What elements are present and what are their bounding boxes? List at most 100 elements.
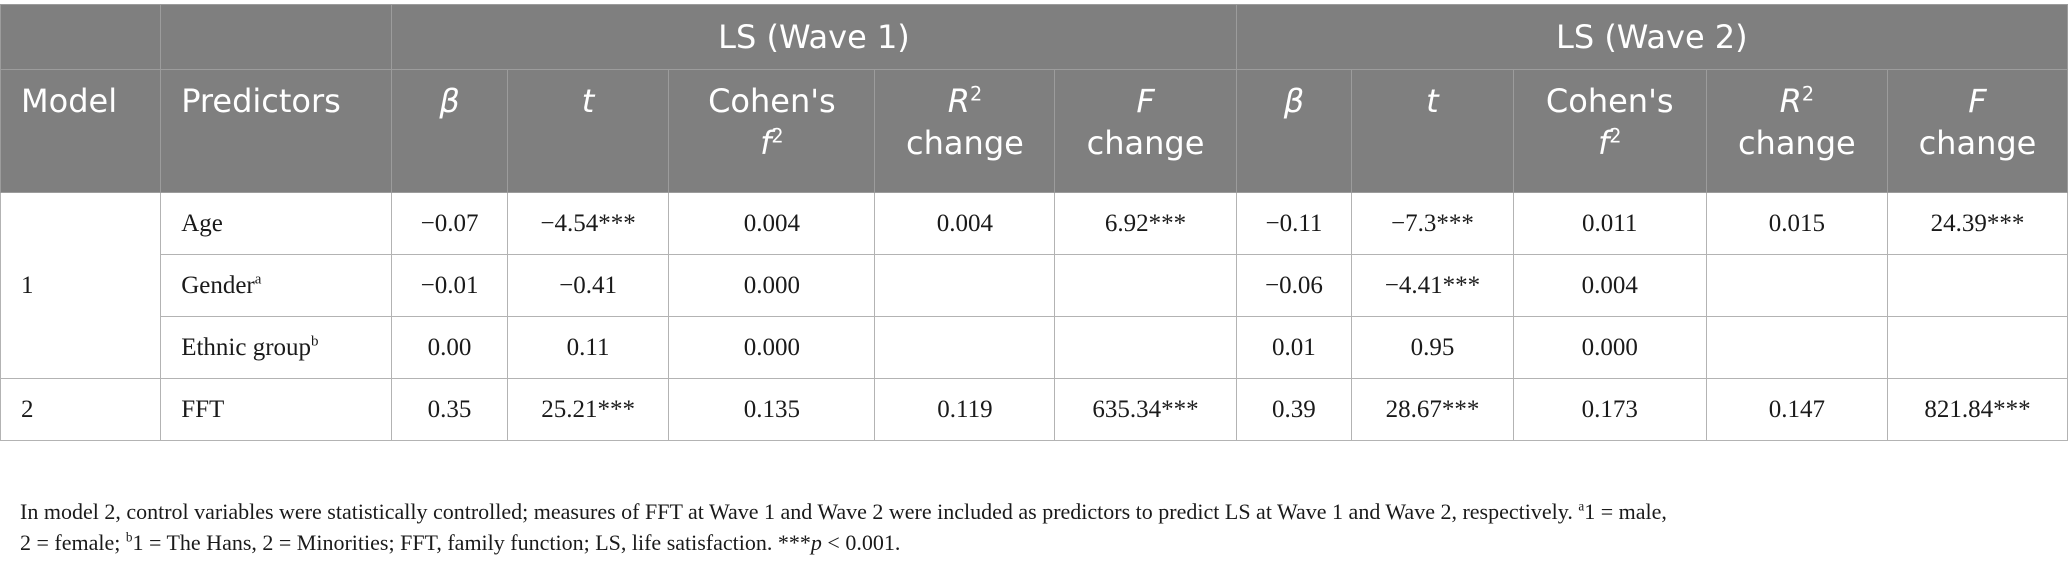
cell-model: 2	[0, 378, 162, 441]
cell-t-w1: 25.21***	[506, 378, 670, 441]
column-header-row: Model Predictors β t Cohen's f2 R2 chang…	[0, 69, 2068, 193]
footnote-line-1: In model 2, control variables were stati…	[20, 496, 2048, 527]
cell-F-w2	[1886, 316, 2068, 379]
cell-predictor: Ethnic groupb	[160, 316, 393, 379]
cell-t-w2: −7.3***	[1351, 192, 1514, 255]
table-footnote: In model 2, control variables were stati…	[20, 496, 2048, 558]
cell-r2-w2: 0.015	[1705, 192, 1888, 255]
predictor-name: Gender	[181, 271, 255, 299]
header-f-w2: F change	[1886, 69, 2068, 193]
header-blank-model	[0, 4, 162, 70]
cell-r2-w1: 0.119	[874, 378, 1056, 441]
cell-F-w1: 6.92***	[1054, 192, 1237, 255]
header-f-w1: F change	[1054, 69, 1237, 193]
header-r-sup: 2	[969, 82, 983, 106]
header-r2-w2: R2 change	[1705, 69, 1888, 193]
cell-beta-w1: −0.01	[391, 254, 508, 317]
cell-F-w2	[1886, 254, 2068, 317]
group-header-wave2: LS (Wave 2)	[1235, 4, 2068, 70]
cell-predictor: Age	[160, 192, 393, 255]
header-cohens-f: f	[1597, 124, 1610, 162]
header-f-change: change	[1086, 124, 1205, 162]
header-r: R	[1779, 82, 1802, 120]
cell-r2-w1: 0.004	[874, 192, 1056, 255]
cell-F-w2: 24.39***	[1886, 192, 2068, 255]
group-header-row: LS (Wave 1) LS (Wave 2)	[0, 4, 2068, 70]
cell-r2-w1	[874, 254, 1056, 317]
cell-f2-w1: 0.000	[668, 316, 876, 379]
footnote-marker-a: a	[1578, 498, 1585, 514]
predictor-name: Ethnic group	[181, 333, 312, 361]
cell-F-w2: 821.84***	[1886, 378, 2068, 441]
table-row: 1 Age −0.07 −4.54*** 0.004 0.004 6.92***…	[0, 192, 2068, 379]
header-predictors: Predictors	[160, 69, 393, 193]
footnote-marker-b: b	[125, 529, 133, 545]
header-r-change: change	[906, 124, 1024, 162]
cell-f2-w2: 0.011	[1512, 192, 1707, 255]
header-model: Model	[0, 69, 162, 193]
footnote-text: 1 = The Hans, 2 = Minorities; FFT, famil…	[132, 530, 811, 555]
footnote-text: 1 = male,	[1584, 499, 1667, 524]
cell-r2-w1	[874, 316, 1056, 379]
cell-f2-w2: 0.004	[1512, 254, 1707, 317]
table-row: Ethnic groupb 0.00 0.11 0.000 0.01 0.95 …	[1, 316, 2068, 379]
cell-r2-w2: 0.147	[1705, 378, 1888, 441]
cell-f2-w1: 0.000	[668, 254, 876, 317]
cell-model: 1	[0, 192, 162, 379]
footnote-text: 2 = female;	[20, 530, 126, 555]
header-cohens-w1: Cohen's f2	[668, 69, 876, 193]
cell-t-w2: 28.67***	[1351, 378, 1514, 441]
header-beta-w2: β	[1235, 69, 1353, 193]
cell-t-w1: 0.11	[506, 316, 670, 379]
cell-t-w2: 0.95	[1351, 316, 1514, 379]
cell-beta-w1: 0.00	[391, 316, 508, 379]
cell-predictor: FFT	[160, 378, 393, 441]
footnote-line-2: 2 = female; b1 = The Hans, 2 = Minoritie…	[20, 527, 2048, 558]
cell-beta-w2: −0.06	[1235, 254, 1353, 317]
header-cohens-sup: 2	[1609, 124, 1622, 148]
cell-t-w1: −0.41	[506, 254, 670, 317]
header-r2-w1: R2 change	[874, 69, 1056, 193]
predictor-name: Age	[181, 209, 223, 237]
cell-f2-w2: 0.173	[1512, 378, 1707, 441]
cell-beta-w1: 0.35	[391, 378, 508, 441]
header-f: F	[1968, 82, 1987, 120]
cell-r2-w2	[1705, 316, 1888, 379]
header-beta-w1: β	[391, 69, 508, 193]
header-cohens-sup: 2	[771, 124, 784, 148]
predictor-sup: b	[311, 333, 319, 350]
header-cohens-w2: Cohen's f2	[1512, 69, 1707, 193]
predictor-sup: a	[254, 271, 262, 288]
header-t-w2: t	[1351, 69, 1514, 193]
header-r: R	[947, 82, 970, 120]
cell-t-w2: −4.41***	[1351, 254, 1514, 317]
footnote-p: p	[810, 530, 822, 555]
header-blank-predictors	[160, 4, 393, 70]
cell-F-w1	[1054, 254, 1237, 317]
header-f: F	[1136, 82, 1155, 120]
footnote-text: < 0.001.	[821, 530, 901, 555]
cell-t-w1: −4.54***	[506, 192, 670, 255]
header-r-change: change	[1737, 124, 1856, 162]
predictor-name: FFT	[181, 395, 225, 423]
table-row: 2 FFT 0.35 25.21*** 0.135 0.119 635.34**…	[0, 378, 2068, 441]
group-header-wave1: LS (Wave 1)	[391, 4, 1237, 70]
cell-F-w1	[1054, 316, 1237, 379]
cell-beta-w1: −0.07	[391, 192, 508, 255]
cell-beta-w2: 0.39	[1235, 378, 1353, 441]
cell-beta-w2: 0.01	[1235, 316, 1353, 379]
header-r-sup: 2	[1801, 82, 1815, 106]
header-cohens-label: Cohen's	[1545, 82, 1674, 120]
cell-f2-w1: 0.135	[668, 378, 876, 441]
cell-f2-w1: 0.004	[668, 192, 876, 255]
table-row: Gendera −0.01 −0.41 0.000 −0.06 −4.41***…	[1, 254, 2068, 317]
cell-r2-w2	[1705, 254, 1888, 317]
header-cohens-f: f	[760, 124, 772, 162]
cell-predictor: Gendera	[160, 254, 393, 317]
results-table: LS (Wave 1) LS (Wave 2) Model Predictors…	[0, 4, 2068, 441]
header-cohens-label: Cohen's	[708, 82, 836, 120]
header-f-change: change	[1918, 124, 2037, 162]
cell-F-w1: 635.34***	[1054, 378, 1237, 441]
header-t-w1: t	[506, 69, 670, 193]
cell-f2-w2: 0.000	[1512, 316, 1707, 379]
